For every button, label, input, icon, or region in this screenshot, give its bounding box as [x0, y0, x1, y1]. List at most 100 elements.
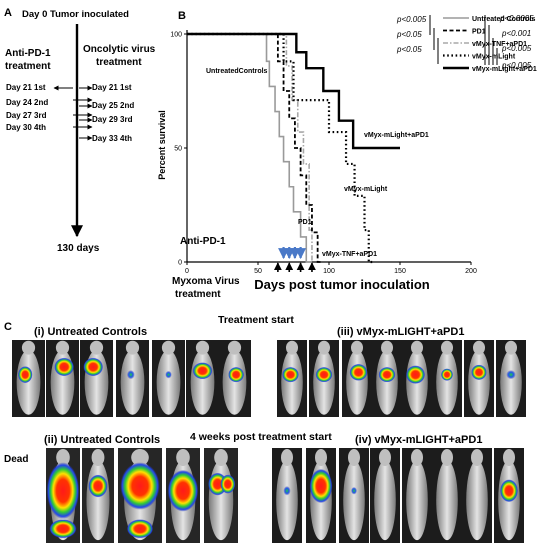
chart-legend: Untreated Controls PD1 vMyx-TNF+aPD1 vMyx-m… [443, 16, 537, 73]
mouse-head [471, 448, 483, 467]
mouse-head [91, 448, 105, 467]
mouse-image [166, 448, 200, 543]
x-axis-label: Days post tumor inoculation [254, 277, 430, 292]
series-line-3 [187, 32, 375, 264]
mouse-image [402, 340, 432, 417]
mouse-head [131, 448, 149, 467]
mouse-image [372, 340, 402, 417]
treatment-arrows [273, 247, 316, 272]
day0-label: Day 0 Tumor inoculated [22, 9, 129, 20]
mouse-image [152, 340, 185, 417]
four-weeks-label: 4 weeks post treatment start [190, 431, 332, 443]
luminescence-signal [282, 366, 299, 383]
series-line-2 [187, 33, 313, 262]
mouse-body [468, 350, 490, 415]
x-tick-label: 50 [254, 268, 262, 275]
mouse-image [339, 448, 369, 543]
mouse-head [473, 340, 485, 355]
series-line-4 [187, 32, 400, 150]
p-left-3: p<0.05 [396, 45, 422, 54]
mouse-image [218, 340, 251, 417]
luminescence-signal [165, 370, 172, 379]
luminescence-signal [49, 519, 77, 539]
legend-label: vMyx-mLight [472, 54, 516, 61]
luminescence-signal [46, 462, 80, 520]
mouse-body [86, 460, 110, 541]
luminescence-signal [126, 370, 135, 380]
mouse-head [503, 448, 515, 467]
mouse-image [402, 448, 432, 543]
mouse-head [214, 448, 228, 467]
p-left-1: p<0.005 [396, 15, 427, 24]
mouse-body [436, 460, 458, 541]
panel-b-label: B [178, 10, 186, 22]
left-day-3: Day 27 3rd [6, 111, 47, 120]
x-tick-label: 200 [465, 268, 477, 275]
mouse-image [80, 340, 113, 417]
mouse-body [376, 350, 398, 415]
mouse-head [505, 340, 517, 355]
mouse-body [16, 350, 41, 415]
mouse-head [281, 448, 293, 467]
mouse-image [12, 340, 45, 417]
legend-label: vMyx-mLight+aPD1 [472, 66, 537, 73]
mouse-head [315, 448, 327, 467]
luminescence-signal [192, 362, 213, 380]
mouse-head [161, 340, 176, 355]
mouse-body [208, 460, 234, 541]
legend-label: vMyx-TNF+aPD1 [472, 41, 527, 48]
anti-pd1-arrow-label: Anti-PD-1 [180, 236, 226, 247]
panel-b-chart: B 0 50 100 150 200 0 50 100 Percent survival Da… [157, 10, 537, 300]
luminescence-signal [167, 469, 199, 512]
mouse-head [227, 340, 242, 355]
mouse-image [370, 448, 400, 543]
y-axis-label: Percent survival [157, 110, 167, 180]
mouse-body [276, 460, 298, 541]
luminescence-signal [315, 366, 333, 383]
luminescence-signal [83, 357, 104, 377]
mouse-head [381, 340, 393, 355]
x-tick-label: 100 [323, 268, 335, 275]
left-day-2: Day 24 2nd [6, 98, 48, 107]
series-line-1 [187, 33, 321, 263]
x-tick-label: 0 [185, 268, 189, 275]
mouse-image [186, 340, 219, 417]
mouse-head [379, 448, 391, 467]
mouse-image [432, 448, 462, 543]
mouse-head [318, 340, 330, 355]
mouse-image [118, 448, 162, 543]
panel-a-label: A [4, 7, 12, 19]
luminescence-signal [54, 357, 75, 377]
mouse-head [348, 448, 360, 467]
legend-label: Untreated Controls [472, 16, 536, 23]
legend-label: PD1 [472, 29, 486, 36]
panel-ii-title: (ii) Untreated Controls [44, 434, 160, 446]
mouse-image [496, 340, 526, 417]
panel-iv-title: (iv) vMyx-mLIGHT+aPD1 [355, 434, 482, 446]
left-day-4: Day 30 4th [6, 123, 46, 132]
onco-header-2: treatment [96, 57, 142, 68]
mouse-image [464, 340, 494, 417]
curve-label-pd1: PD1 [298, 219, 312, 226]
mouse-image [494, 448, 524, 543]
luminescence-signal [349, 363, 368, 381]
mouse-head [411, 448, 423, 467]
luminescence-signal [228, 366, 245, 383]
mouse-body [222, 350, 247, 415]
mouse-head [176, 448, 190, 467]
luminescence-signal [283, 486, 291, 496]
myxoma-label-2: treatment [175, 289, 221, 300]
onco-header-1: Oncolytic virus [83, 44, 156, 55]
mouse-image [46, 340, 79, 417]
curve-label-mlight-apd1: vMyx-mLight+aPD1 [364, 132, 429, 139]
mouse-body [436, 350, 458, 415]
significance-left: p<0.005 p<0.05 p<0.05 [396, 15, 439, 64]
panel-a-timeline: A Day 0 Tumor inoculated Anti-PD-1 treat… [4, 7, 156, 254]
mouse-head [56, 448, 70, 467]
mouse-image [309, 340, 339, 417]
luminescence-signal [120, 462, 160, 510]
mouse-image [306, 448, 336, 543]
panel-iii-title: (iii) vMyx-mLIGHT+aPD1 [337, 326, 464, 338]
luminescence-signal [351, 486, 357, 495]
